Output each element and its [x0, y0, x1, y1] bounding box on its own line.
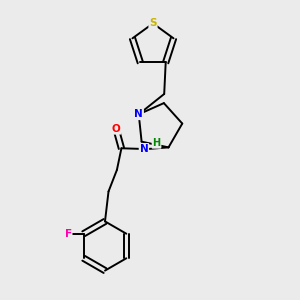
Text: N: N: [140, 144, 148, 154]
Text: H: H: [152, 138, 160, 148]
Text: N: N: [134, 109, 143, 119]
Text: O: O: [112, 124, 120, 134]
Text: F: F: [64, 229, 72, 239]
Text: S: S: [149, 18, 157, 28]
